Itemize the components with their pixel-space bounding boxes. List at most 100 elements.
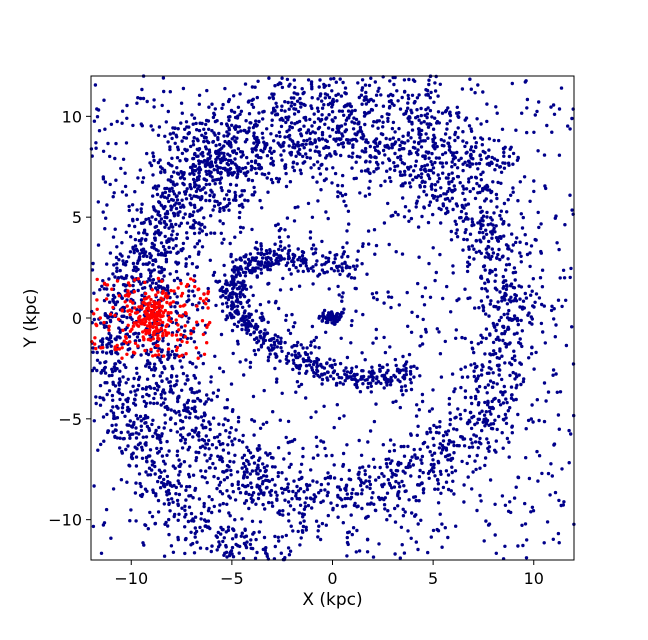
data-point: [498, 349, 502, 353]
data-point: [203, 164, 208, 168]
data-point: [335, 372, 340, 377]
data-point: [197, 431, 201, 435]
data-point: [414, 205, 418, 209]
data-point: [317, 524, 321, 528]
data-point: [450, 160, 454, 164]
data-point: [209, 549, 213, 554]
data-point: [219, 160, 223, 165]
data-point: [325, 361, 329, 366]
data-point: [427, 168, 431, 173]
data-point: [503, 329, 507, 334]
data-point: [207, 495, 211, 499]
data-point: [186, 398, 191, 403]
data-point: [312, 497, 316, 501]
data-point: [336, 269, 340, 273]
data-point: [268, 268, 272, 272]
data-point: [519, 318, 523, 323]
data-point: [181, 247, 185, 251]
data-point: [405, 290, 409, 295]
data-point: [194, 189, 199, 194]
data-point: [483, 385, 487, 390]
data-point: [247, 312, 251, 316]
data-point: [464, 228, 468, 232]
data-point: [279, 486, 284, 491]
data-point: [100, 284, 104, 288]
data-point: [211, 416, 216, 420]
data-point: [197, 148, 201, 152]
data-point: [299, 462, 304, 466]
data-point: [515, 316, 519, 321]
data-point: [153, 472, 157, 476]
data-point: [419, 167, 423, 172]
data-point: [222, 144, 226, 148]
data-point: [237, 203, 242, 208]
data-point: [343, 261, 347, 265]
data-point: [259, 336, 263, 340]
data-point: [525, 97, 530, 102]
data-point: [480, 143, 484, 147]
data-point: [175, 498, 180, 503]
data-point: [529, 510, 533, 514]
data-point: [510, 249, 514, 253]
data-point: [352, 116, 356, 120]
data-point: [300, 254, 305, 258]
data-point: [520, 329, 524, 333]
data-point: [550, 130, 554, 134]
data-point: [492, 324, 496, 328]
data-point: [270, 92, 274, 96]
data-point: [195, 242, 200, 246]
data-point: [385, 465, 389, 469]
data-point: [188, 387, 193, 391]
data-point: [295, 162, 299, 166]
data-point: [236, 130, 240, 134]
data-point: [250, 318, 255, 323]
data-point: [470, 217, 474, 221]
data-point: [394, 250, 398, 254]
data-point: [175, 276, 180, 280]
data-point: [223, 417, 227, 421]
data-point: [367, 464, 371, 468]
data-point: [423, 327, 428, 332]
data-point: [103, 227, 107, 231]
data-point: [409, 474, 413, 478]
data-point: [311, 362, 316, 367]
data-point: [296, 489, 301, 493]
data-point: [100, 340, 105, 344]
data-point: [193, 535, 197, 539]
data-point: [314, 335, 318, 340]
data-point: [481, 149, 485, 154]
data-point: [470, 487, 474, 491]
data-point: [452, 492, 456, 496]
data-point: [200, 529, 204, 533]
data-point: [491, 385, 495, 389]
data-point: [98, 361, 102, 365]
data-point: [366, 167, 370, 171]
data-point: [304, 396, 308, 400]
data-point: [248, 472, 252, 476]
data-point: [213, 199, 217, 203]
data-point: [275, 256, 279, 260]
data-point: [368, 482, 373, 487]
data-point: [186, 272, 190, 276]
data-point: [170, 497, 174, 501]
data-point: [251, 266, 255, 270]
data-point: [508, 406, 512, 410]
data-point: [222, 151, 226, 156]
data-point: [326, 471, 330, 475]
data-point: [550, 474, 554, 478]
data-point: [197, 381, 201, 385]
data-point: [386, 368, 390, 373]
data-point: [209, 453, 213, 458]
data-point: [251, 546, 255, 551]
data-point: [516, 475, 520, 479]
data-point: [262, 332, 266, 336]
data-point: [454, 231, 458, 235]
data-point: [366, 440, 370, 444]
data-point: [558, 390, 563, 394]
data-point: [465, 269, 470, 274]
data-point: [345, 535, 349, 540]
data-point: [413, 175, 418, 179]
data-point: [248, 451, 253, 455]
data-point: [512, 266, 517, 270]
data-point: [125, 408, 130, 412]
